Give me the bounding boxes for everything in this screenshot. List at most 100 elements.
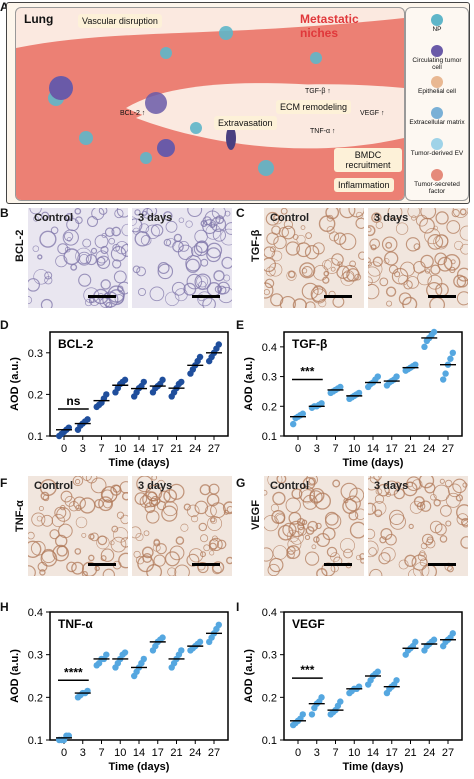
label-bmdc: BMDC recruitment (334, 148, 402, 172)
panel-letter-b: B (0, 206, 9, 220)
x-tick-label: 0 (61, 747, 67, 759)
y-tick-label: 0.2 (262, 692, 277, 704)
y-axis-label: AOD (a.u.) (9, 649, 21, 703)
legend-label: Epithelial cell (418, 88, 456, 95)
x-tick-label: 14 (367, 747, 379, 759)
schematic-panel: Lung Metastatic niches Vascular disrupti… (6, 2, 470, 204)
histo-caption-control: Control (270, 212, 310, 224)
label-tgfb: TGF-β ↑ (305, 88, 331, 95)
panel-letter-d: D (0, 318, 9, 332)
histo-caption-3days: 3 days (374, 480, 409, 492)
scale-bar (88, 295, 116, 298)
significance-label: *** (300, 663, 314, 677)
data-point (196, 353, 204, 361)
legend-item: Tumor-secreted factor (408, 169, 466, 195)
data-point (159, 634, 166, 641)
y-tick-label: 0.1 (262, 431, 277, 443)
data-point (140, 655, 147, 663)
scale-bar (324, 563, 352, 566)
x-tick-label: 10 (348, 747, 360, 759)
tissue-texture (132, 476, 232, 576)
panel-letter-i: I (236, 600, 240, 614)
data-point (440, 376, 447, 383)
legend-swatch (431, 14, 443, 26)
legend-swatch (431, 169, 443, 181)
data-point (412, 361, 419, 368)
data-point (159, 376, 166, 384)
data-point (447, 355, 454, 362)
x-tick-label: 10 (114, 747, 126, 759)
y-tick-label: 0.1 (262, 735, 277, 747)
x-tick-label: 7 (332, 443, 338, 455)
chart-title: BCL-2 (58, 337, 94, 351)
histo-caption-control: Control (34, 480, 74, 492)
scale-bar (428, 563, 456, 566)
legend-label: Tumor-secreted factor (414, 181, 460, 195)
x-tick-label: 24 (423, 443, 435, 455)
x-tick-label: 7 (332, 747, 338, 759)
legend-item: Circulating tumor cell (408, 45, 466, 71)
y-tick-label: 0.3 (262, 650, 277, 662)
data-point (449, 349, 456, 356)
significance-label: **** (64, 665, 83, 679)
x-tick-label: 27 (442, 443, 454, 455)
chart-tnfa: TNF-α 0.1 0.2 0.3 0.4 0 3 7 10 14 17 21 24 27 Time (da… (9, 607, 229, 773)
legend-swatch (431, 45, 443, 57)
data-point (449, 630, 456, 637)
lung-schematic: Lung Metastatic niches Vascular disrupti… (15, 7, 405, 201)
x-tick-label: 21 (170, 747, 182, 759)
data-point (178, 378, 185, 386)
x-tick-label: 21 (404, 443, 416, 455)
y-tick-label: 0.3 (262, 372, 277, 384)
x-tick-label: 27 (208, 747, 220, 759)
marker-label-c: TGF-β (250, 229, 262, 262)
y-axis-label: AOD (a.u.) (243, 357, 255, 411)
data-point (393, 373, 400, 380)
x-tick-label: 17 (152, 443, 164, 455)
data-point (318, 694, 325, 701)
data-point (318, 400, 325, 407)
x-tick-label: 24 (189, 747, 201, 759)
data-point (355, 389, 363, 397)
data-point (299, 711, 306, 718)
histo-caption-3days: 3 days (138, 480, 173, 492)
data-point (430, 328, 438, 336)
data-point (215, 621, 222, 628)
panel-letter-c: C (236, 206, 245, 220)
data-point (393, 677, 400, 684)
histo-caption-control: Control (270, 480, 310, 492)
data-point (103, 391, 110, 398)
legend-label: Tumor-derived EV (410, 150, 464, 157)
tissue-texture (368, 476, 468, 576)
x-tick-label: 10 (114, 443, 126, 455)
legend-swatch (431, 107, 443, 119)
x-tick-label: 21 (170, 443, 182, 455)
histo-caption-3days: 3 days (138, 212, 173, 224)
scale-bar (428, 295, 456, 298)
schematic-title: Lung (24, 12, 54, 26)
legend-item: Epithelial cell (408, 76, 466, 95)
data-point (299, 410, 306, 417)
schematic-header: Metastatic niches (300, 12, 359, 40)
y-tick-label: 0.4 (262, 607, 277, 619)
schematic-legend: NP Circulating tumor cell Epithelial cell E… (405, 7, 469, 201)
data-point (290, 420, 297, 428)
x-tick-label: 17 (152, 747, 164, 759)
y-tick-label: 0.1 (28, 431, 43, 443)
data-point (308, 711, 316, 718)
y-tick-label: 0.2 (28, 389, 43, 401)
label-tnfa: TNF-α ↑ (310, 128, 336, 135)
x-tick-label: 21 (404, 747, 416, 759)
data-point (178, 647, 185, 654)
y-axis-label: AOD (a.u.) (243, 649, 255, 703)
marker-label-b: BCL-2 (14, 229, 26, 262)
data-point (121, 376, 129, 384)
label-ecm: ECM remodeling (276, 100, 352, 114)
data-point (196, 638, 204, 646)
data-point (374, 373, 381, 380)
x-tick-label: 27 (208, 443, 220, 455)
histo-tgfb-3days: 3 days (368, 208, 468, 308)
chart-vegf: VEGF 0.1 0.2 0.3 0.4 0 3 7 10 14 17 21 24 27 Time (day… (243, 607, 463, 773)
y-tick-label: 0.3 (28, 650, 43, 662)
x-tick-label: 24 (189, 443, 201, 455)
